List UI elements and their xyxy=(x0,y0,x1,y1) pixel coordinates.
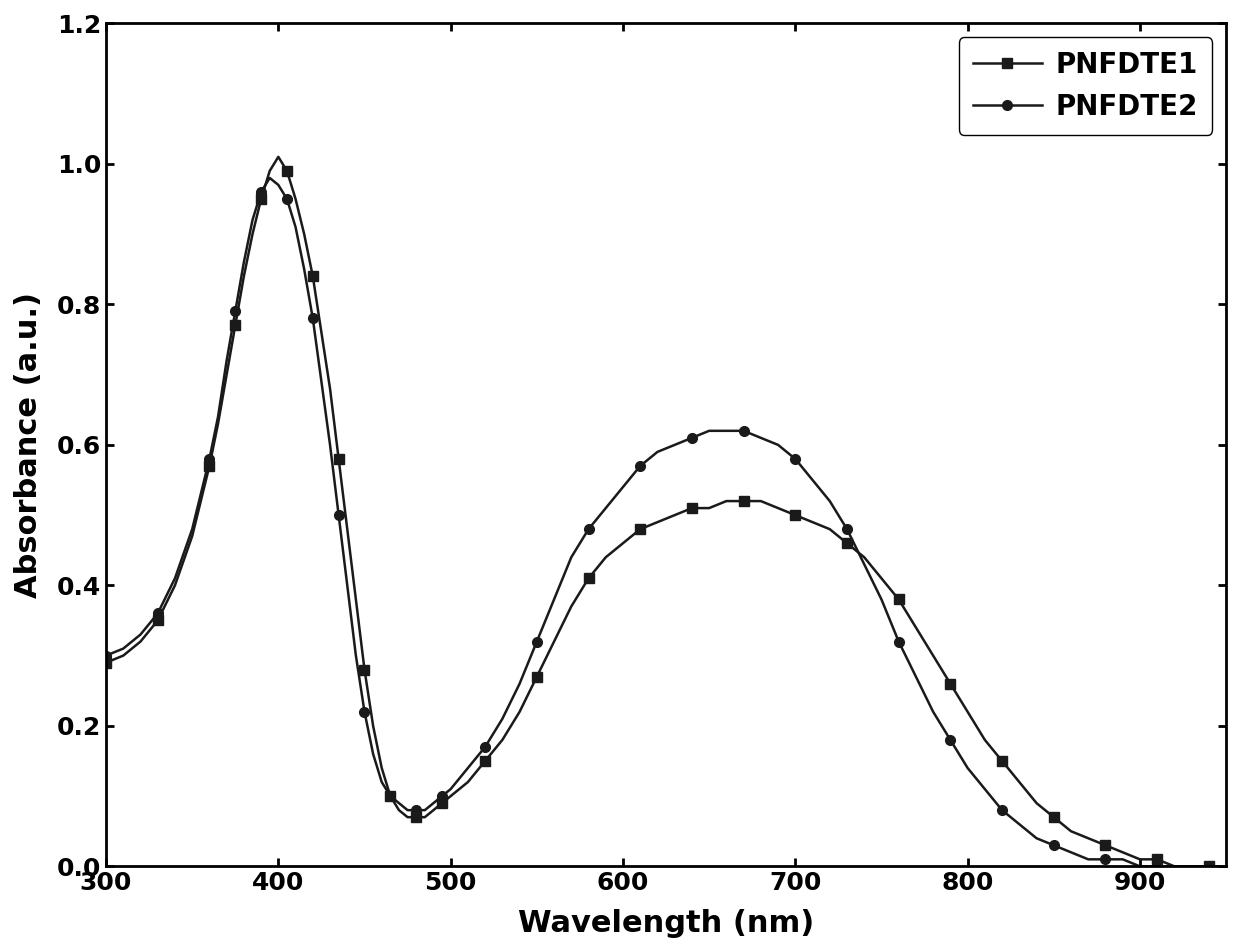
PNFDTE1 xyxy=(477,755,492,766)
X-axis label: Wavelength (nm): Wavelength (nm) xyxy=(518,909,815,938)
PNFDTE1 xyxy=(805,516,820,527)
Y-axis label: Absorbance (a.u.): Absorbance (a.u.) xyxy=(14,292,43,598)
PNFDTE2 xyxy=(98,650,113,662)
PNFDTE2 xyxy=(702,426,717,437)
PNFDTE2 xyxy=(684,432,699,444)
PNFDTE2 xyxy=(754,432,769,444)
PNFDTE1 xyxy=(1219,861,1234,872)
PNFDTE2 xyxy=(1081,854,1096,865)
PNFDTE1 xyxy=(702,503,717,514)
PNFDTE1 xyxy=(1167,861,1182,872)
PNFDTE2 xyxy=(1132,861,1147,872)
PNFDTE1 xyxy=(684,503,699,514)
PNFDTE2 xyxy=(805,474,820,486)
PNFDTE1 xyxy=(270,151,285,163)
Legend: PNFDTE1, PNFDTE2: PNFDTE1, PNFDTE2 xyxy=(959,37,1213,135)
PNFDTE2 xyxy=(263,172,278,184)
PNFDTE1 xyxy=(754,495,769,506)
PNFDTE1 xyxy=(1081,833,1096,844)
PNFDTE2 xyxy=(477,742,492,753)
Line: PNFDTE1: PNFDTE1 xyxy=(102,152,1231,871)
PNFDTE2 xyxy=(1219,861,1234,872)
PNFDTE1 xyxy=(98,657,113,668)
Line: PNFDTE2: PNFDTE2 xyxy=(102,173,1231,871)
